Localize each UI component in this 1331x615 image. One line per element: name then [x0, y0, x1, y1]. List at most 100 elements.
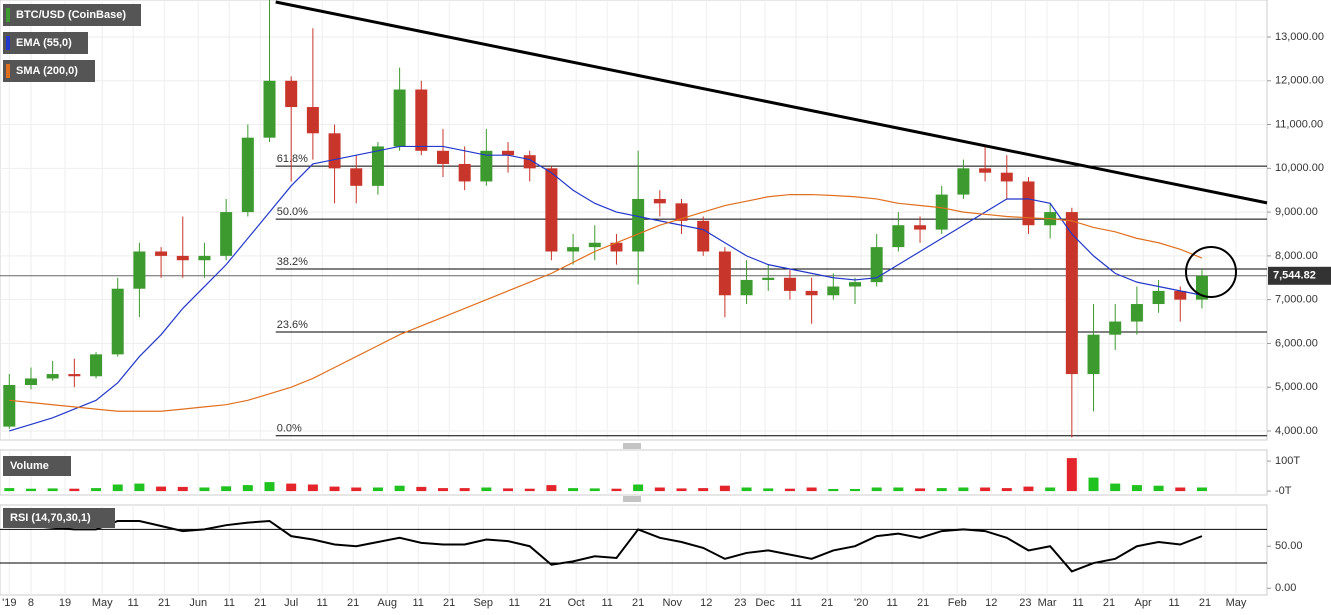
candle-body: [718, 251, 731, 296]
volume-bar: [177, 486, 188, 492]
candle-body: [1152, 290, 1165, 305]
candle-body: [155, 251, 168, 256]
volume-bar: [741, 487, 752, 492]
volume-bar: [1023, 486, 1034, 492]
volume-bar: [242, 485, 253, 492]
volume-bar: [654, 487, 665, 492]
legend-box: [3, 60, 95, 82]
highlight-circle: [1185, 246, 1237, 298]
fib-label: 61.8%: [277, 153, 308, 165]
candle-body: [545, 168, 558, 252]
fib-label: 0.0%: [277, 423, 302, 435]
volume-bar: [980, 487, 991, 492]
volume-bar: [633, 484, 644, 492]
candle-body: [24, 378, 37, 386]
candle-body: [567, 247, 580, 252]
x-tick-label: '19: [2, 597, 16, 609]
y-tick-label: 100T: [1275, 455, 1300, 467]
fib-label: 23.6%: [277, 319, 308, 331]
candle-body: [740, 279, 753, 296]
candle-body: [415, 89, 428, 151]
x-tick-label: 21: [821, 597, 833, 609]
x-tick-label: Oct: [568, 597, 585, 609]
legend-label: EMA (55,0): [16, 37, 72, 49]
x-tick-label: 23: [1019, 597, 1031, 609]
x-tick-label: 11: [790, 597, 801, 609]
candle-body: [632, 198, 645, 252]
x-tick-label: 21: [158, 597, 170, 609]
candle-body: [306, 107, 319, 134]
x-tick-label: 21: [917, 597, 929, 609]
volume-bar: [1088, 477, 1099, 492]
candle-body: [892, 225, 905, 248]
volume-bar: [1153, 485, 1164, 492]
y-tick-label: -0T: [1275, 485, 1292, 497]
candle-body: [805, 290, 818, 296]
candle-body: [1130, 304, 1143, 322]
candle-body: [979, 168, 992, 173]
x-tick-label: Dec: [755, 597, 775, 609]
volume-bar: [589, 488, 600, 492]
x-tick-label: Jun: [189, 597, 207, 609]
candle-body: [588, 242, 601, 248]
x-tick-label: 11: [601, 597, 612, 609]
x-tick-label: 11: [224, 597, 235, 609]
volume-bar: [91, 488, 102, 492]
x-tick-label: 11: [509, 597, 520, 609]
y-tick-label: 11,000.00: [1275, 118, 1323, 130]
candle-body: [935, 194, 948, 230]
volume-bar: [286, 483, 297, 492]
candle-body: [762, 277, 775, 280]
rsi-panel: [0, 504, 1268, 596]
y-tick-label: 8,000.00: [1275, 250, 1318, 262]
volume-bar: [1175, 487, 1186, 492]
candle-body: [1109, 321, 1122, 335]
volume-bar: [849, 489, 860, 492]
volume-bar: [394, 485, 405, 492]
x-tick-label: Sep: [473, 597, 493, 609]
y-tick-label: 12,000.00: [1275, 75, 1324, 87]
volume-bar: [546, 485, 557, 492]
volume-bar: [416, 486, 427, 492]
legend-label: SMA (200,0): [16, 65, 78, 77]
volume-bar: [1110, 483, 1121, 492]
volume-bar: [112, 484, 123, 492]
candle-body: [285, 80, 298, 108]
x-tick-label: 11: [1168, 597, 1179, 609]
candle-body: [848, 282, 861, 287]
candle-body: [458, 163, 471, 182]
candle-body: [220, 212, 233, 256]
volume-bar: [806, 487, 817, 492]
rsi-line: [9, 519, 1203, 573]
volume-bar: [156, 486, 167, 492]
candle-body: [675, 203, 688, 221]
candle-body: [1000, 172, 1013, 182]
indicator-line: [9, 193, 1203, 412]
x-tick-label: 11: [886, 597, 897, 609]
volume-bar: [893, 487, 904, 492]
panel-resizer[interactable]: [623, 443, 641, 502]
volume-bar: [871, 487, 882, 492]
volume-bar: [719, 485, 730, 492]
volume-bar: [828, 489, 839, 492]
x-tick-label: 19: [59, 597, 71, 609]
volume-bar: [221, 486, 232, 492]
candle-body: [1174, 290, 1187, 300]
candle-body: [653, 198, 666, 204]
candle-body: [90, 354, 103, 377]
candle-body: [783, 277, 796, 291]
candle-body: [198, 255, 211, 261]
volume-bar: [372, 487, 383, 492]
volume-bar: [698, 488, 709, 492]
candle-body: [480, 150, 493, 182]
x-tick-label: 12: [700, 597, 712, 609]
candle-body: [46, 374, 59, 379]
volume-bar: [524, 488, 535, 492]
x-tick-label: 8: [28, 597, 34, 609]
legend-box: [3, 4, 141, 26]
volume-bar: [134, 483, 145, 492]
candle-body: [3, 385, 16, 427]
volume-bar: [199, 487, 210, 492]
candle-body: [68, 374, 81, 377]
